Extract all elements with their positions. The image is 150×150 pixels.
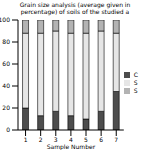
html-text:C: C: [133, 71, 138, 78]
svg-text:6: 6: [99, 136, 103, 143]
svg-text:100: 100: [8, 16, 10, 23]
svg-text:1: 1: [24, 136, 28, 143]
html-text:S: S: [133, 87, 138, 94]
svg-text:4: 4: [69, 136, 73, 144]
svg-text:7: 7: [114, 136, 118, 143]
svg-text:0: 0: [8, 126, 10, 133]
html-text:S: S: [133, 79, 138, 86]
svg-text:Sample Number: Sample Number: [47, 143, 96, 150]
svg-text:40: 40: [8, 82, 10, 89]
svg-text:5: 5: [84, 136, 88, 144]
svg-text:3: 3: [53, 136, 58, 144]
svg-text:2: 2: [39, 136, 43, 143]
svg-text:60: 60: [8, 60, 10, 67]
svg-text:80: 80: [8, 38, 10, 45]
svg-text:20: 20: [8, 104, 10, 111]
html-text:Grain size analysis (average g: Grain size analysis (average given in pe…: [19, 1, 131, 15]
